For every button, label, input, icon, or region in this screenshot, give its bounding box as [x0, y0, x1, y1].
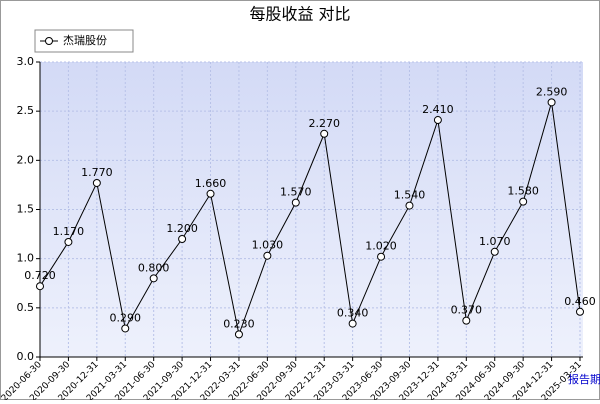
- chart-title: 每股收益 对比: [249, 5, 350, 24]
- point: [462, 316, 471, 325]
- value-label: 1.030: [252, 239, 284, 252]
- value-label: 2.270: [308, 117, 340, 130]
- y-tick-label: 1.0: [17, 252, 35, 265]
- value-label: 1.200: [166, 222, 198, 235]
- value-label: 1.660: [195, 177, 227, 190]
- legend-box: [34, 29, 134, 53]
- point: [377, 252, 386, 261]
- value-label: 0.800: [138, 261, 170, 274]
- series-line: [39, 102, 581, 337]
- point: [121, 324, 130, 333]
- y-tick-label: 3.0: [17, 55, 35, 68]
- point: [64, 237, 73, 246]
- value-label: 0.460: [564, 295, 596, 308]
- x-axis-label: 报告期: [568, 372, 600, 386]
- value-label: 0.340: [337, 307, 369, 320]
- y-tick-label: 2.5: [17, 104, 35, 117]
- value-label: 2.410: [422, 103, 454, 116]
- point: [92, 178, 101, 187]
- value-label: 2.590: [536, 85, 568, 98]
- point: [291, 198, 300, 207]
- point: [320, 129, 329, 138]
- point: [433, 116, 442, 125]
- point: [36, 282, 44, 291]
- y-tick-label: 0.0: [17, 350, 35, 363]
- value-label: 0.720: [24, 269, 56, 282]
- value-label: 0.230: [223, 317, 255, 330]
- value-label: 1.580: [507, 185, 539, 198]
- point: [206, 189, 215, 198]
- point: [405, 201, 414, 210]
- value-label: 1.570: [280, 186, 312, 199]
- value-label: 0.370: [451, 304, 483, 317]
- point: [348, 319, 357, 328]
- y-tick-label: 0.5: [17, 301, 35, 314]
- point: [178, 235, 187, 243]
- legend: 杰瑞股份: [34, 29, 134, 53]
- point: [576, 307, 584, 316]
- value-label: 1.070: [479, 235, 511, 248]
- point: [519, 197, 528, 206]
- y-tick-label: 2.0: [17, 153, 35, 166]
- legend-marker: [45, 37, 53, 45]
- value-label: 1.770: [81, 166, 113, 179]
- point: [234, 330, 243, 339]
- value-label: 1.540: [394, 189, 426, 202]
- point: [149, 274, 158, 283]
- y-tick-label: 1.5: [17, 203, 35, 216]
- legend-label: 杰瑞股份: [63, 33, 107, 47]
- point: [263, 251, 272, 260]
- point: [490, 247, 499, 256]
- value-label: 0.290: [110, 311, 142, 324]
- point: [547, 98, 556, 107]
- value-label: 1.170: [53, 225, 85, 238]
- value-label: 1.020: [365, 240, 397, 253]
